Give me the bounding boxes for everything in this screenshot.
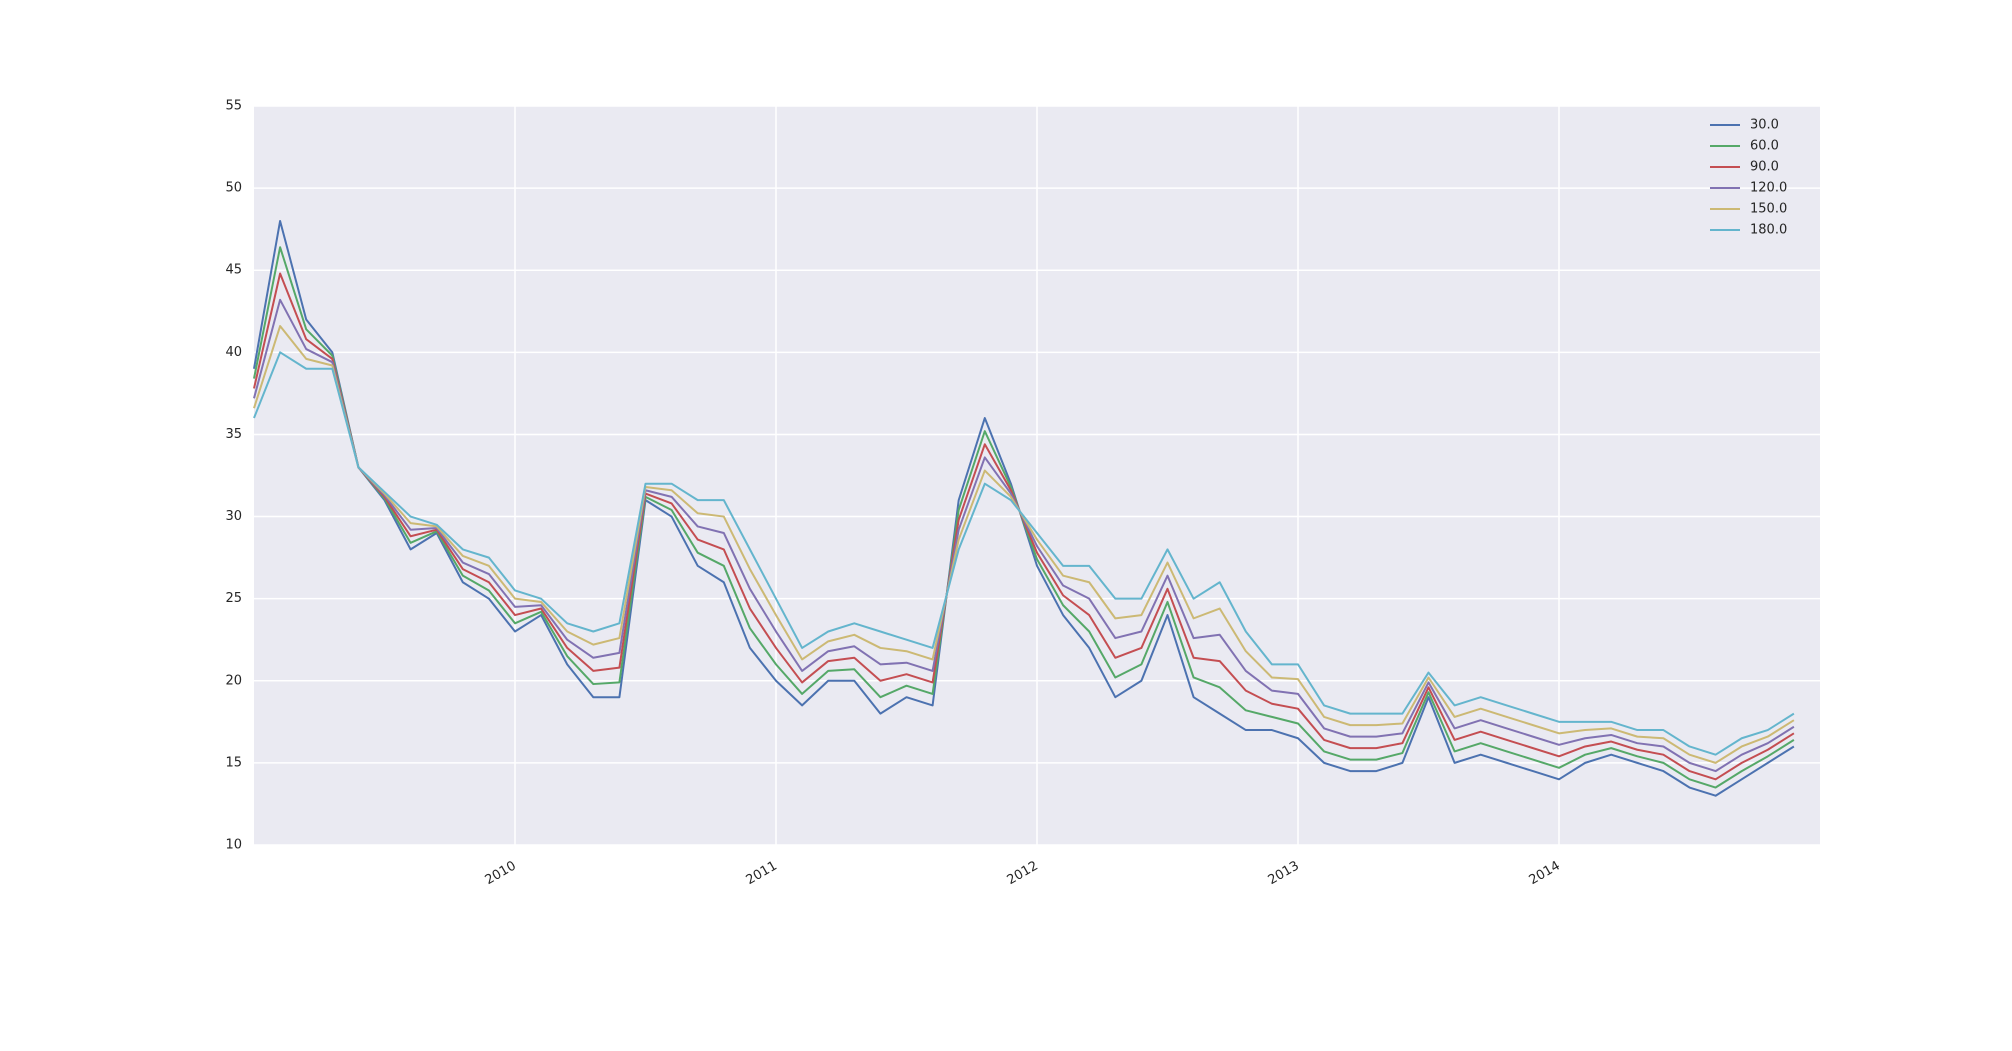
legend-label: 150.0	[1750, 202, 1787, 217]
x-tick-label: 2014	[1527, 859, 1563, 889]
y-tick-label: 25	[225, 591, 242, 606]
legend-label: 60.0	[1750, 139, 1779, 154]
x-tick-label: 2012	[1005, 859, 1041, 889]
y-tick-label: 40	[225, 345, 242, 360]
line-series	[253, 325, 1795, 764]
y-tick-label: 30	[225, 509, 242, 524]
x-tick-label: 2013	[1266, 859, 1302, 889]
legend-label: 180.0	[1750, 223, 1787, 238]
y-tick-label: 15	[225, 755, 242, 770]
legend-label: 90.0	[1750, 160, 1779, 175]
legend-label: 30.0	[1750, 118, 1779, 133]
x-tick-label: 2011	[744, 859, 780, 889]
y-tick-label: 10	[225, 838, 242, 853]
y-tick-label: 35	[225, 427, 242, 442]
y-tick-label: 20	[225, 673, 242, 688]
y-tick-label: 55	[225, 99, 242, 114]
legend-label: 120.0	[1750, 181, 1787, 196]
x-tick-label: 2010	[483, 859, 519, 889]
line-series	[253, 351, 1795, 756]
y-tick-label: 50	[225, 181, 242, 196]
y-tick-label: 45	[225, 263, 242, 278]
